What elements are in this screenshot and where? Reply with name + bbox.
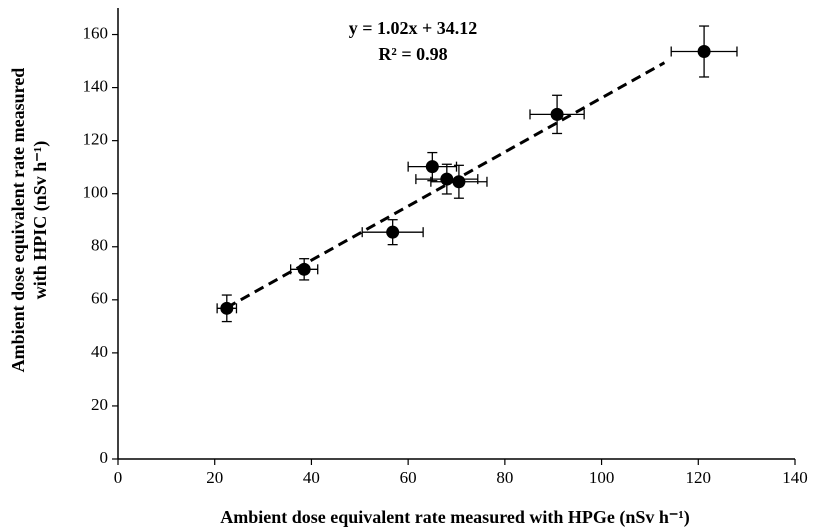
data-point <box>452 175 466 189</box>
y-tick-label: 0 <box>100 448 109 467</box>
x-tick-label: 0 <box>114 468 123 487</box>
y-tick-label: 20 <box>91 395 108 414</box>
y-tick-label: 60 <box>91 289 108 308</box>
y-tick-label: 140 <box>83 76 109 95</box>
y-axis-label: Ambient dose equivalent rate measured <box>8 68 28 373</box>
y-tick-label: 120 <box>83 130 109 149</box>
x-tick-label: 60 <box>400 468 417 487</box>
x-tick-label: 40 <box>303 468 320 487</box>
trendline-equation: y = 1.02x + 34.12 <box>349 18 478 38</box>
y-tick-label: 80 <box>91 236 108 255</box>
x-tick-label: 140 <box>782 468 808 487</box>
x-axis-label: Ambient dose equivalent rate measured wi… <box>220 507 690 528</box>
x-tick-label: 80 <box>496 468 513 487</box>
data-point <box>697 45 711 59</box>
data-point <box>440 172 454 186</box>
y-tick-label: 100 <box>83 183 109 202</box>
x-tick-label: 20 <box>206 468 223 487</box>
y-axis-label: with HPIC (nSv h⁻¹) <box>30 141 51 299</box>
r-squared: R² = 0.98 <box>378 44 447 64</box>
data-point <box>425 160 439 174</box>
data-point <box>220 301 234 315</box>
data-point <box>297 262 311 276</box>
x-tick-label: 100 <box>589 468 615 487</box>
data-point <box>386 225 400 239</box>
data-point <box>550 107 564 121</box>
y-tick-label: 160 <box>83 23 109 42</box>
y-tick-label: 40 <box>91 342 108 361</box>
x-tick-label: 120 <box>686 468 712 487</box>
